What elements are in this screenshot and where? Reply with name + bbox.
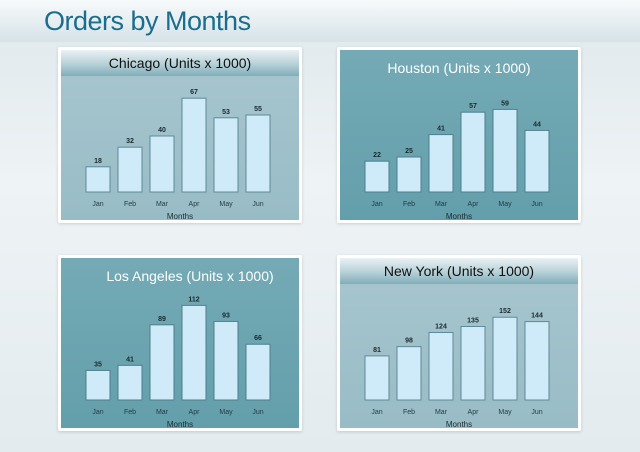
tick-label: Jan [92,201,103,208]
tick-label: Mar [156,409,169,416]
bar-jun [245,114,271,193]
bar-jun [245,343,271,401]
tick-label: Feb [124,409,136,416]
bar-jan [364,160,390,193]
chart-header [61,50,299,76]
tick-label: Jun [252,201,263,208]
bar-chart-houston: 22 Jan 25 Feb 41 Mar 57 Apr 59 May 44 Jun Months [364,100,550,220]
tick-label: Feb [403,201,415,208]
tick-label: Jun [531,409,542,416]
bar-mar [149,324,175,401]
data-label: 144 [531,313,543,320]
tick-label: Feb [403,409,415,416]
data-label: 112 [188,296,199,303]
data-label: 18 [94,158,102,165]
bar-feb [117,146,143,193]
title-band [0,0,640,42]
bar-feb [396,346,422,401]
chart-panel: Houston (Units x 1000) 22 Jan 25 Feb 41 Mar 57… [340,50,578,220]
tick-label: Mar [156,201,169,208]
chart-title: Los Angeles (Units x 1000) [106,268,274,284]
data-label: 89 [158,316,166,323]
data-label: 135 [467,318,479,325]
chart-title: Chicago (Units x 1000) [108,55,252,71]
bar-may [213,117,239,193]
chart-title: New York (Units x 1000) [383,263,535,279]
data-label: 35 [94,361,102,368]
chart-card-los-angeles: Los Angeles (Units x 1000) 35 Jan 41 Feb 89 M… [58,255,302,431]
bar-may [213,320,239,401]
bar-jan [85,166,111,193]
page-title: Orders by Months [44,6,251,36]
tick-label: Apr [468,201,480,208]
bar-apr [460,111,486,193]
tick-label: May [219,201,233,208]
chart-header [340,258,578,284]
x-axis-label: Months [167,212,193,220]
tick-label: May [219,409,233,416]
tick-label: Jun [531,201,542,208]
bar-mar [428,331,454,401]
data-label: 124 [435,323,447,330]
bar-jun [524,321,550,401]
data-label: 44 [533,121,541,128]
data-label: 22 [373,152,381,159]
data-label: 98 [405,338,413,345]
data-label: 41 [126,356,134,363]
data-label: 41 [437,126,445,133]
chart-panel: Los Angeles (Units x 1000) 35 Jan 41 Feb 89 M… [61,258,299,428]
bar-mar [428,134,454,193]
bar-chart-los-angeles: 35 Jan 41 Feb 89 Mar 112 Apr 93 May 66 Jun Months [85,296,271,428]
data-label: 53 [222,109,230,116]
data-label: 55 [254,106,262,113]
bar-jun [524,129,550,193]
data-label: 93 [222,312,230,319]
bar-apr [181,97,207,193]
tick-label: Apr [189,201,201,208]
chart-card-chicago: Chicago (Units x 1000) 18 Jan 32 Feb 40 Mar 67… [58,47,302,223]
data-label: 67 [190,89,198,96]
data-label: 81 [373,347,381,354]
bar-feb [396,156,422,193]
tick-label: Apr [189,409,201,416]
x-axis-label: Months [446,420,472,428]
chart-card-new-york: New York (Units x 1000) 81 Jan 98 Feb 124 Mar… [337,255,581,431]
data-label: 66 [254,335,262,342]
tick-label: May [498,409,512,416]
bar-chart-new-york: 81 Jan 98 Feb 124 Mar 135 Apr 152 May 144 Jun Months [364,308,550,428]
tick-label: Feb [124,201,136,208]
tick-label: Mar [435,201,448,208]
bar-apr [181,304,207,401]
data-label: 59 [501,100,509,107]
data-label: 152 [499,308,511,315]
x-axis-label: Months [167,420,193,428]
bar-jan [85,369,111,401]
tick-label: May [498,201,512,208]
bar-chart-chicago: 18 Jan 32 Feb 40 Mar 67 Apr 53 May 55 Jun Months [85,89,271,220]
x-axis-label: Months [446,212,472,220]
chart-title: Houston (Units x 1000) [387,60,531,76]
bar-jan [364,355,390,401]
data-label: 57 [469,103,477,110]
bar-apr [460,326,486,401]
tick-label: Jan [371,201,382,208]
data-label: 25 [405,148,413,155]
bar-mar [149,135,175,193]
bar-may [492,316,518,401]
chart-panel: Chicago (Units x 1000) 18 Jan 32 Feb 40 Mar 67… [61,50,299,220]
chart-card-houston: Houston (Units x 1000) 22 Jan 25 Feb 41 Mar 57… [337,47,581,223]
tick-label: Mar [435,409,448,416]
data-label: 40 [158,127,166,134]
tick-label: Apr [468,409,480,416]
tick-label: Jan [371,409,382,416]
bar-may [492,108,518,193]
bar-feb [117,364,143,401]
chart-panel: New York (Units x 1000) 81 Jan 98 Feb 124 Mar… [340,258,578,428]
tick-label: Jun [252,409,263,416]
data-label: 32 [126,138,134,145]
tick-label: Jan [92,409,103,416]
